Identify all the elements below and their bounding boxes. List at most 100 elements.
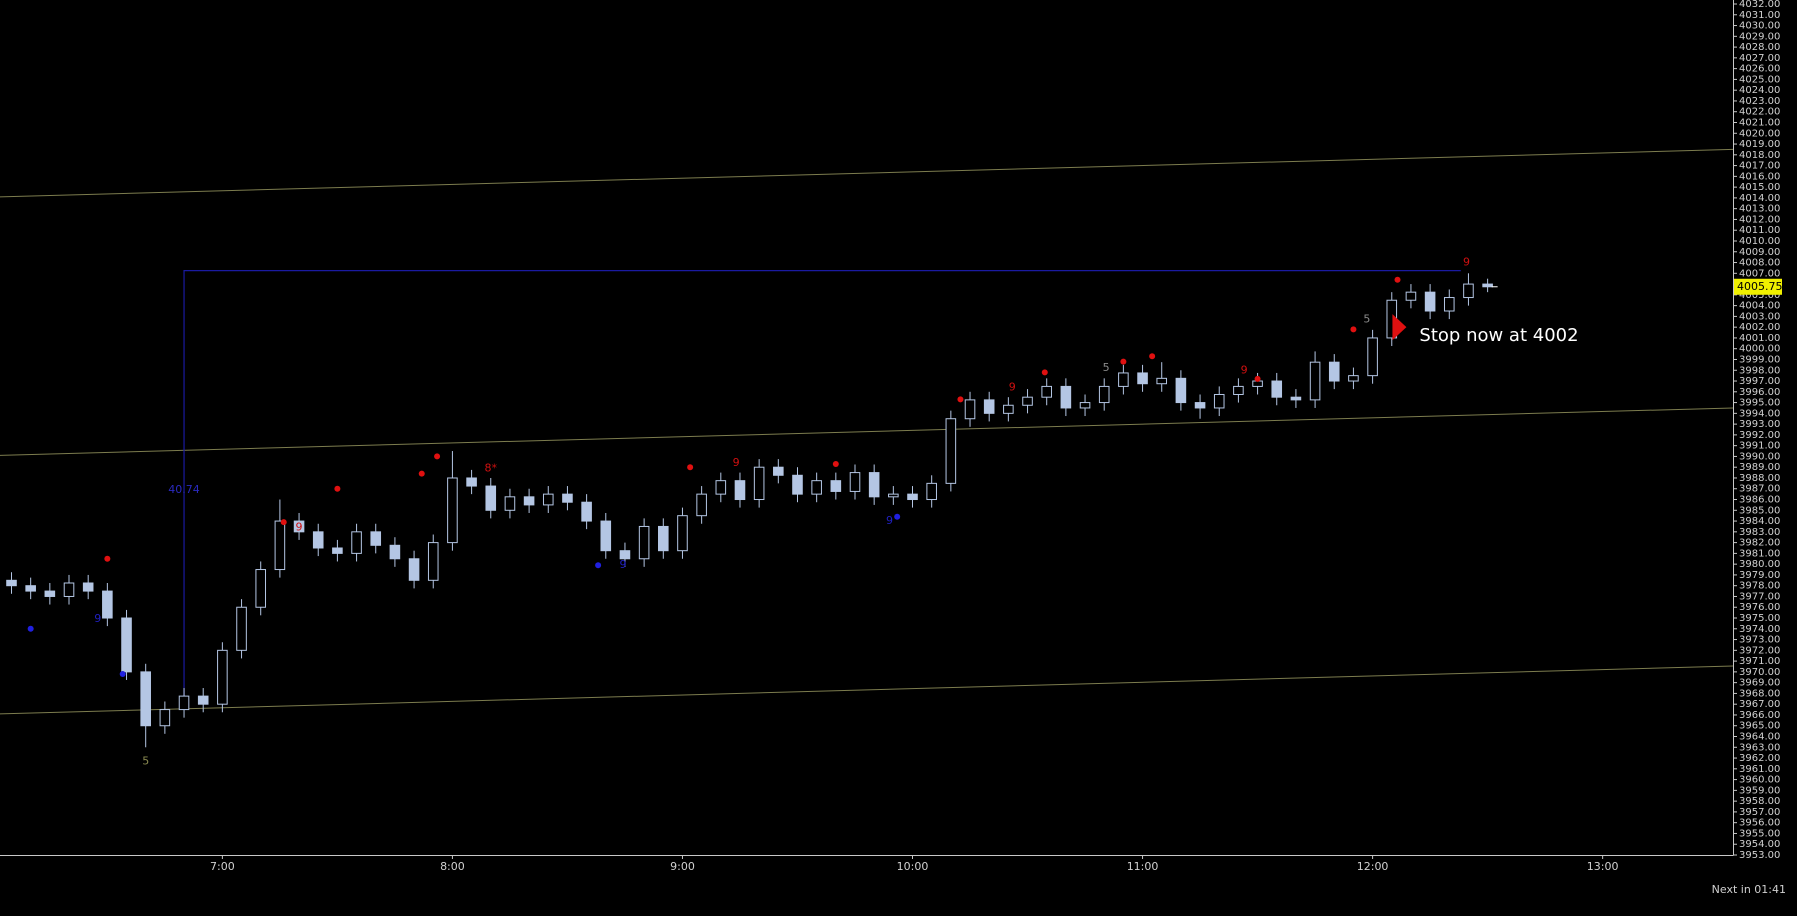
signal-dot — [104, 555, 111, 562]
signal-dot — [418, 470, 425, 477]
y-tick-label: 3970.00 — [1739, 667, 1780, 678]
candle-body — [964, 399, 976, 420]
signal-dot — [1149, 353, 1156, 360]
candle-body — [600, 520, 612, 552]
stop-marker — [1392, 314, 1407, 341]
y-tick-label: 3984.00 — [1739, 516, 1780, 527]
signal-dot — [832, 460, 839, 467]
y-tick-label: 4016.00 — [1739, 171, 1780, 182]
candle-body — [408, 558, 420, 581]
candle-body — [983, 399, 995, 414]
y-tick-label: 3963.00 — [1739, 742, 1780, 753]
candle-body — [159, 709, 171, 727]
count-label: 9 — [1009, 380, 1016, 393]
candle-body — [102, 590, 113, 619]
y-tick-label: 3954.00 — [1739, 839, 1780, 850]
y-tick-label: 4028.00 — [1739, 42, 1780, 53]
candle-body — [715, 480, 727, 495]
candle-body — [1003, 404, 1014, 414]
y-tick-label: 4031.00 — [1739, 10, 1780, 21]
y-tick-label: 3983.00 — [1739, 527, 1780, 538]
x-tick-label: 11:00 — [1127, 860, 1159, 873]
candle-body — [868, 472, 880, 498]
y-tick-label: 3967.00 — [1739, 699, 1780, 710]
y-tick-label: 3969.00 — [1739, 678, 1780, 689]
candle-body — [619, 550, 631, 560]
candle-body — [677, 515, 688, 552]
candle-body — [1194, 402, 1206, 409]
candle-body — [581, 501, 592, 522]
candle-body — [44, 590, 56, 597]
y-tick-label: 4013.00 — [1739, 204, 1780, 215]
candle-body — [926, 482, 937, 501]
y-tick-label: 4021.00 — [1739, 117, 1780, 128]
y-tick-label: 3961.00 — [1739, 764, 1780, 775]
candle-body — [1482, 283, 1493, 288]
signal-dot — [434, 453, 441, 460]
y-tick-label: 3958.00 — [1739, 796, 1780, 807]
y-tick-label: 4014.00 — [1739, 193, 1780, 204]
y-tick-label: 4024.00 — [1739, 85, 1780, 96]
y-tick-label: 3994.00 — [1739, 408, 1780, 419]
y-tick-label: 3977.00 — [1739, 591, 1780, 602]
candle-body — [25, 585, 36, 592]
stop-text: Stop now at 4002 — [1419, 325, 1578, 346]
y-tick-label: 4025.00 — [1739, 74, 1780, 85]
candle-body — [1098, 385, 1110, 404]
candle-body — [1367, 337, 1378, 377]
candle-body — [1118, 372, 1129, 387]
y-tick-label: 4008.00 — [1739, 258, 1780, 269]
channel-line — [0, 665, 1734, 715]
count-label: 5 — [1363, 313, 1370, 326]
signal-dot — [1254, 375, 1261, 382]
x-tick-label: 8:00 — [440, 860, 465, 873]
candle-body — [1041, 385, 1052, 398]
y-tick-label: 3993.00 — [1739, 419, 1780, 430]
candle-body — [121, 617, 132, 673]
y-tick-label: 3992.00 — [1739, 430, 1780, 441]
signal-dot — [1120, 358, 1127, 365]
y-tick-label: 4009.00 — [1739, 247, 1780, 258]
candle-body — [1271, 380, 1283, 398]
candle-body — [293, 520, 305, 533]
y-tick-label: 3953.00 — [1739, 850, 1780, 861]
count-label: 5 — [142, 754, 149, 767]
candle-body — [140, 671, 151, 727]
y-tick-label: 4022.00 — [1739, 107, 1780, 118]
candle-body — [236, 606, 247, 651]
signal-dot — [280, 519, 287, 526]
y-tick-label: 4005.00 — [1739, 290, 1780, 301]
y-tick-label: 3974.00 — [1739, 624, 1780, 635]
candle-body — [1328, 361, 1340, 382]
candle-body — [562, 493, 573, 503]
y-tick-label: 3981.00 — [1739, 548, 1780, 559]
y-tick-label: 3959.00 — [1739, 785, 1780, 796]
y-tick-label: 3998.00 — [1739, 365, 1780, 376]
signal-dot — [27, 625, 34, 632]
x-tick-label: 7:00 — [210, 860, 235, 873]
count-label: 5 — [1103, 361, 1110, 374]
candle-body — [255, 569, 267, 608]
y-tick-label: 3985.00 — [1739, 505, 1780, 516]
candle-body — [485, 485, 497, 511]
y-tick-label: 3978.00 — [1739, 581, 1780, 592]
signal-dot — [1041, 369, 1048, 376]
candle-body — [1156, 377, 1168, 385]
y-tick-label: 4000.00 — [1739, 344, 1780, 355]
y-tick-label: 3990.00 — [1739, 451, 1780, 462]
signal-dot — [687, 464, 694, 471]
signal-dot — [1394, 276, 1401, 283]
channel-line — [0, 148, 1734, 198]
count-label: 9 — [1241, 363, 1248, 376]
candle-body — [1463, 283, 1474, 299]
y-tick-label: 4010.00 — [1739, 236, 1780, 247]
count-label: 8* — [485, 461, 498, 474]
candle-body — [658, 525, 669, 552]
x-tick-label: 13:00 — [1587, 860, 1619, 873]
y-tick-label: 3957.00 — [1739, 807, 1780, 818]
candle-body — [1175, 377, 1187, 404]
y-tick-label: 3995.00 — [1739, 398, 1780, 409]
channel-line — [0, 407, 1734, 456]
candle-body — [523, 496, 535, 506]
